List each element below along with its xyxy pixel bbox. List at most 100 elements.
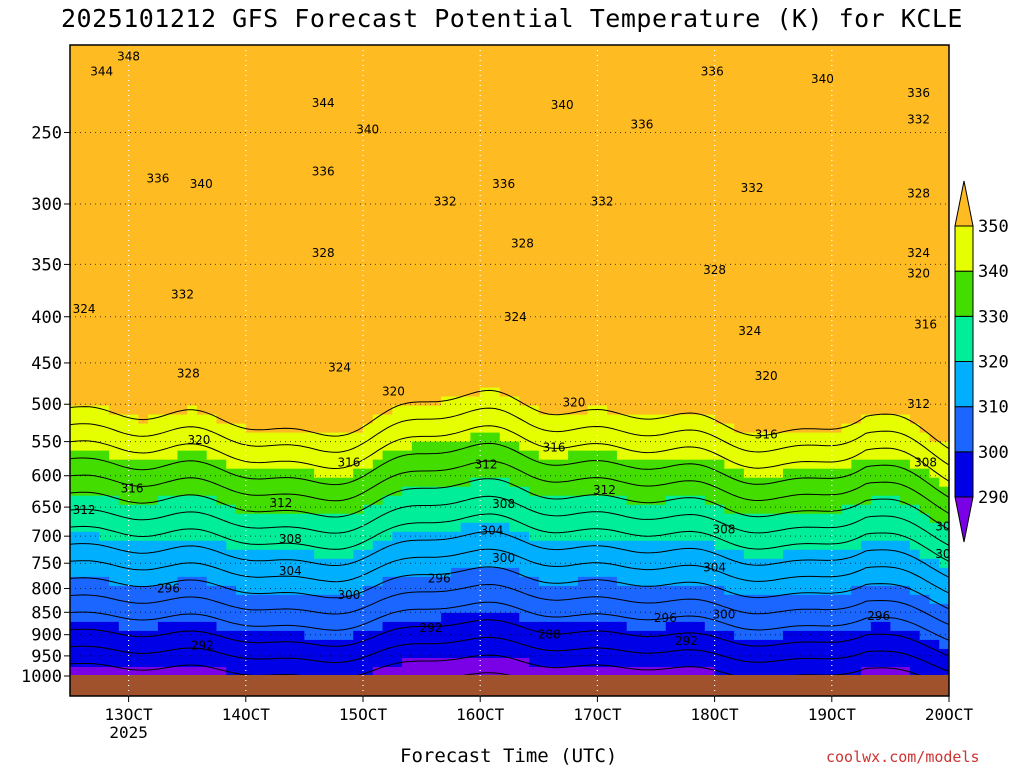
- field-cell: [685, 54, 696, 64]
- field-cell: [226, 261, 237, 271]
- field-cell: [196, 144, 208, 154]
- field-cell: [138, 315, 149, 326]
- field-cell: [323, 549, 335, 560]
- field-cell: [148, 342, 159, 353]
- field-cell: [450, 225, 462, 235]
- field-cell: [70, 288, 81, 298]
- field-cell: [548, 153, 559, 163]
- field-cell: [734, 639, 745, 650]
- field-cell: [460, 603, 472, 614]
- field-cell: [255, 585, 266, 596]
- field-cell: [646, 522, 657, 533]
- field-cell: [236, 513, 247, 524]
- field-cell: [99, 423, 110, 434]
- field-cell: [118, 162, 130, 172]
- field-cell: [499, 261, 511, 271]
- field-cell: [382, 324, 393, 335]
- field-cell: [363, 504, 374, 515]
- field-cell: [538, 639, 550, 650]
- field-cell: [304, 405, 315, 416]
- field-cell: [255, 117, 266, 127]
- field-cell: [304, 387, 315, 398]
- field-cell: [353, 423, 364, 434]
- field-cell: [441, 144, 452, 154]
- field-cell: [353, 396, 364, 407]
- field-cell: [421, 81, 432, 91]
- field-cell: [70, 486, 81, 497]
- field-cell: [568, 306, 579, 317]
- field-cell: [226, 540, 237, 551]
- field-cell: [421, 243, 432, 253]
- field-cell: [177, 315, 188, 326]
- field-cell: [177, 432, 188, 443]
- field-cell: [128, 126, 139, 136]
- field-cell: [245, 495, 257, 506]
- field-cell: [675, 180, 686, 190]
- field-cell: [656, 648, 667, 659]
- field-cell: [577, 396, 589, 407]
- field-cell: [304, 432, 315, 443]
- field-cell: [128, 72, 139, 82]
- field-cell: [382, 603, 393, 614]
- field-cell: [402, 504, 413, 515]
- field-cell: [441, 333, 452, 344]
- field-cell: [79, 279, 91, 289]
- field-cell: [89, 504, 100, 515]
- field-cell: [226, 639, 237, 650]
- field-cell: [441, 117, 452, 127]
- field-cell: [489, 126, 501, 136]
- field-cell: [704, 639, 716, 650]
- field-cell: [470, 396, 481, 407]
- field-cell: [206, 198, 218, 208]
- field-cell: [411, 234, 423, 244]
- field-cell: [323, 306, 335, 317]
- field-cell: [265, 351, 276, 362]
- field-cell: [519, 360, 530, 371]
- field-cell: [519, 45, 530, 55]
- field-cell: [743, 315, 755, 326]
- field-cell: [597, 117, 608, 127]
- field-cell: [128, 450, 139, 461]
- field-cell: [753, 243, 765, 253]
- field-cell: [206, 207, 218, 217]
- field-cell: [265, 549, 276, 560]
- field-cell: [587, 603, 598, 614]
- field-cell: [187, 450, 198, 461]
- field-cell: [499, 207, 511, 217]
- field-cell: [714, 486, 725, 497]
- field-cell: [382, 612, 393, 623]
- field-cell: [636, 63, 647, 73]
- field-cell: [236, 450, 247, 461]
- field-cell: [704, 594, 716, 605]
- field-cell: [314, 225, 325, 235]
- field-cell: [665, 369, 677, 380]
- field-cell: [587, 315, 598, 326]
- field-cell: [343, 423, 354, 434]
- field-cell: [236, 315, 247, 326]
- field-cell: [714, 135, 725, 145]
- field-cell: [314, 630, 325, 641]
- field-cell: [499, 99, 511, 109]
- field-cell: [333, 189, 345, 199]
- field-cell: [363, 612, 374, 623]
- field-cell: [226, 153, 237, 163]
- field-cell: [714, 504, 725, 515]
- field-cell: [196, 513, 208, 524]
- field-cell: [626, 189, 638, 199]
- field-cell: [333, 81, 345, 91]
- field-cell: [206, 171, 218, 181]
- field-cell: [431, 351, 442, 362]
- field-cell: [489, 351, 501, 362]
- field-cell: [519, 567, 530, 578]
- field-cell: [99, 387, 110, 398]
- field-cell: [587, 441, 598, 452]
- field-cell: [656, 252, 667, 262]
- field-cell: [538, 117, 550, 127]
- field-cell: [118, 540, 130, 551]
- field-cell: [118, 639, 130, 650]
- field-cell: [441, 189, 452, 199]
- field-cell: [187, 342, 198, 353]
- field-cell: [480, 648, 491, 659]
- field-cell: [431, 99, 442, 109]
- field-cell: [333, 639, 345, 650]
